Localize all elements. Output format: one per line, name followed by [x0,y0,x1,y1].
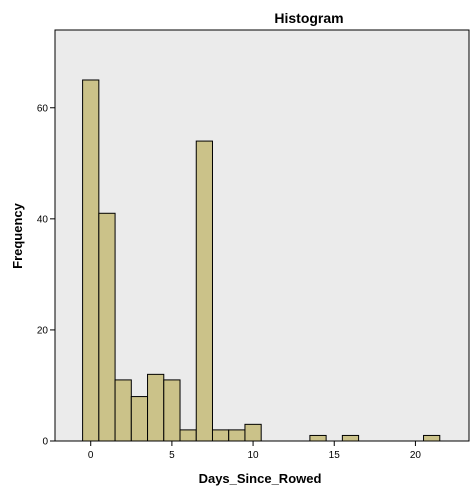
x-tick-label-5: 5 [169,450,175,461]
bars-group [82,79,441,442]
histogram-bar-1 [98,212,116,442]
histogram-bar-7 [195,140,213,442]
histogram-bar-14 [309,434,327,442]
histogram-bar-3 [130,396,149,442]
histogram-bar-5 [163,379,181,442]
histogram-bar-21 [423,434,441,442]
histogram-bar-8 [211,429,230,442]
x-tick-label-20: 20 [410,450,422,461]
chart-title: Histogram [274,10,343,26]
y-tick-label-20: 20 [37,325,49,336]
x-tick-label-0: 0 [88,450,94,461]
y-axis: 0 20 40 60 [37,103,55,448]
plot-area [54,29,470,442]
histogram-bar-2 [114,379,132,442]
y-axis-label: Frequency [10,202,25,269]
histogram-bar-10 [244,423,262,442]
histogram-bar-16 [341,434,360,442]
histogram-bar-9 [228,429,246,442]
histogram-bar-6 [179,429,197,442]
x-tick-label-15: 15 [329,450,341,461]
y-tick-label-60: 60 [37,103,49,114]
x-tick-label-10: 10 [248,450,260,461]
x-axis-label: Days_Since_Rowed [199,471,322,486]
x-axis: 0 5 10 15 20 [88,441,421,461]
histogram-bar-0 [82,79,100,442]
y-tick-label-40: 40 [37,214,49,225]
histogram-bar-4 [147,373,165,442]
y-tick-label-0: 0 [42,437,48,448]
